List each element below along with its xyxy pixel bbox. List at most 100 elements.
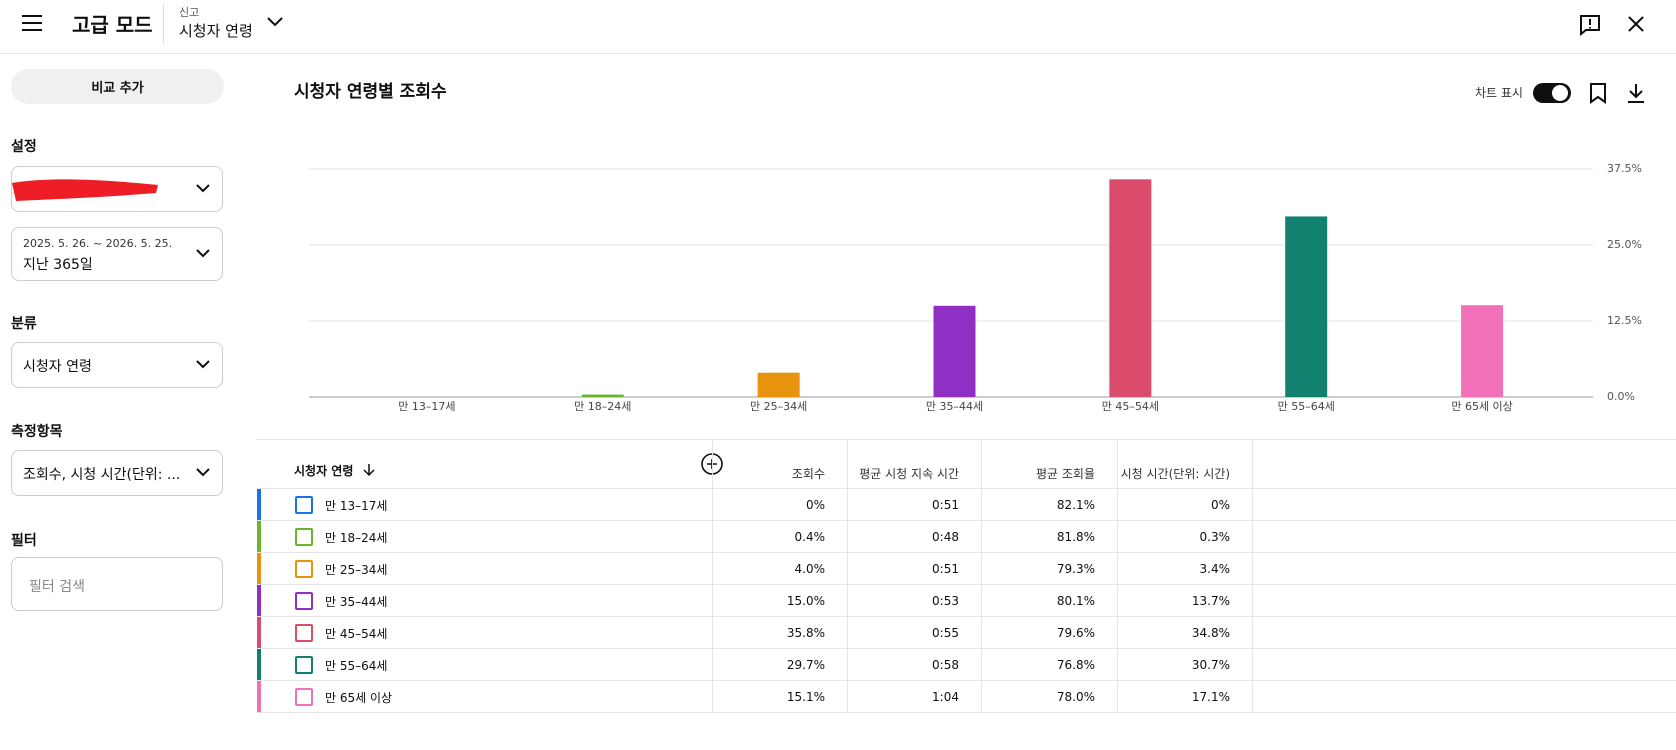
cell-value: 0:48 <box>848 521 982 552</box>
row-checkbox[interactable] <box>295 624 313 642</box>
chevron <box>196 184 210 193</box>
breakdown-value: 시청자 연령 <box>23 359 92 375</box>
row-label: 만 35–44세 <box>325 595 388 609</box>
bar <box>581 394 624 397</box>
close-icon[interactable] <box>1627 15 1645 33</box>
bar <box>757 372 800 397</box>
bookmark-icon[interactable] <box>1588 82 1608 104</box>
row-color <box>257 521 261 552</box>
chart-toggle[interactable] <box>1532 81 1572 105</box>
redaction <box>12 179 158 201</box>
date-select[interactable]: 2025. 5. 26. ~ 2026. 5. 25. 지난 365일 <box>11 227 223 281</box>
cell-value: 0:51 <box>848 553 982 584</box>
menu-icon[interactable] <box>21 13 43 33</box>
table-header: 시청자 연령 조회수 평균 시청 지속 시간 평균 조회율 시청 시간(단위: 시간) <box>257 440 1676 489</box>
compare-button[interactable]: 비교 추가 <box>11 69 224 104</box>
cell-value: 15.1% <box>712 681 848 712</box>
chevron <box>196 249 210 258</box>
table-row: 만 35–44세 15.0% 0:53 80.1% 13.7% <box>257 585 1676 617</box>
top-bar: 고급 모드 신고 시청자 연령 <box>0 0 1676 54</box>
y-tick-label: 37.5% <box>1607 162 1642 175</box>
y-tick-label: 12.5% <box>1607 314 1642 327</box>
row-color <box>257 617 261 648</box>
cell-value: 0.3% <box>1118 521 1253 552</box>
chart-title: 시청자 연령별 조회수 <box>294 82 447 102</box>
cell-value: 29.7% <box>712 649 848 680</box>
breakdown-label: 분류 <box>11 316 37 332</box>
cell-value: 3.4% <box>1118 553 1253 584</box>
cell-value: 0.4% <box>712 521 848 552</box>
x-tick-label: 만 55–64세 <box>1278 400 1335 413</box>
filter-input[interactable]: 필터 검색 <box>11 557 223 611</box>
cell-value: 13.7% <box>1118 585 1253 616</box>
row-label: 만 45–54세 <box>325 627 388 641</box>
row-label: 만 55–64세 <box>325 659 388 673</box>
date-range: 2025. 5. 26. ~ 2026. 5. 25. <box>23 237 173 250</box>
app-title: 고급 모드 <box>72 13 153 37</box>
cell-value: 78.0% <box>982 681 1118 712</box>
table-row: 만 13–17세 0% 0:51 82.1% 0% <box>257 489 1676 521</box>
column-header: 평균 시청 지속 시간 <box>848 440 982 488</box>
cell-value: 0:53 <box>848 585 982 616</box>
x-tick-label: 만 25–34세 <box>750 400 807 413</box>
cell-value: 79.3% <box>982 553 1118 584</box>
cell-value: 34.8% <box>1118 617 1253 648</box>
x-tick-label: 만 45–54세 <box>1102 400 1159 413</box>
metrics-select[interactable]: 조회수, 시청 시간(단위: ... <box>11 450 223 496</box>
x-tick-label: 만 65세 이상 <box>1451 400 1512 413</box>
date-period: 지난 365일 <box>23 257 93 273</box>
row-label: 만 65세 이상 <box>325 691 393 705</box>
channel-select[interactable] <box>11 166 223 212</box>
cell-value: 0% <box>712 489 848 520</box>
cell-value: 30.7% <box>1118 649 1253 680</box>
row-checkbox[interactable] <box>295 592 313 610</box>
cell-value: 80.1% <box>982 585 1118 616</box>
table-row: 만 25–34세 4.0% 0:51 79.3% 3.4% <box>257 553 1676 585</box>
cell-value: 4.0% <box>712 553 848 584</box>
bar <box>1109 179 1152 397</box>
report-name: 시청자 연령 <box>179 22 253 40</box>
cell-value: 17.1% <box>1118 681 1253 712</box>
row-color <box>257 553 261 584</box>
breakdown-select[interactable]: 시청자 연령 <box>11 342 223 388</box>
x-tick-label: 만 35–44세 <box>926 400 983 413</box>
download-icon[interactable] <box>1626 82 1646 104</box>
filter-placeholder: 필터 검색 <box>29 579 85 595</box>
cell-value: 15.0% <box>712 585 848 616</box>
row-checkbox[interactable] <box>295 496 313 514</box>
cell-value: 0:58 <box>848 649 982 680</box>
row-checkbox[interactable] <box>295 656 313 674</box>
data-table: 시청자 연령 조회수 평균 시청 지속 시간 평균 조회율 시청 시간(단위: 시간) 만… <box>257 439 1676 713</box>
chart: 0.0% 12.5% 25.0% 37.5% 만 13–17세 만 18–24세 만 25–… <box>309 162 1642 413</box>
report-dropdown[interactable] <box>266 16 284 28</box>
row-color <box>257 649 261 680</box>
row-checkbox[interactable] <box>295 560 313 578</box>
cell-value: 79.6% <box>982 617 1118 648</box>
y-tick-label: 0.0% <box>1607 390 1635 403</box>
row-label: 만 25–34세 <box>325 563 388 577</box>
table-row: 만 55–64세 29.7% 0:58 76.8% 30.7% <box>257 649 1676 681</box>
cell-value: 76.8% <box>982 649 1118 680</box>
bar <box>933 305 976 397</box>
column-header: 시청 시간(단위: 시간) <box>1118 440 1253 488</box>
filter-label: 필터 <box>11 533 37 549</box>
row-label: 만 13–17세 <box>325 499 388 513</box>
bar <box>1461 305 1504 397</box>
row-checkbox[interactable] <box>295 688 313 706</box>
x-tick-label: 만 18–24세 <box>574 400 631 413</box>
divider <box>163 4 164 44</box>
row-color <box>257 681 261 712</box>
table-row: 만 65세 이상 15.1% 1:04 78.0% 17.1% <box>257 681 1676 713</box>
row-checkbox[interactable] <box>295 528 313 546</box>
bar <box>1285 216 1328 397</box>
row-color <box>257 585 261 616</box>
settings-label: 설정 <box>11 139 37 155</box>
sort-icon[interactable] <box>363 463 375 477</box>
feedback-icon[interactable] <box>1578 13 1602 37</box>
column-header: 시청자 연령 <box>294 464 354 478</box>
cell-value: 0:51 <box>848 489 982 520</box>
cell-value: 0:55 <box>848 617 982 648</box>
cell-value: 1:04 <box>848 681 982 712</box>
chart-toggle-label: 차트 표시 <box>1475 86 1523 100</box>
